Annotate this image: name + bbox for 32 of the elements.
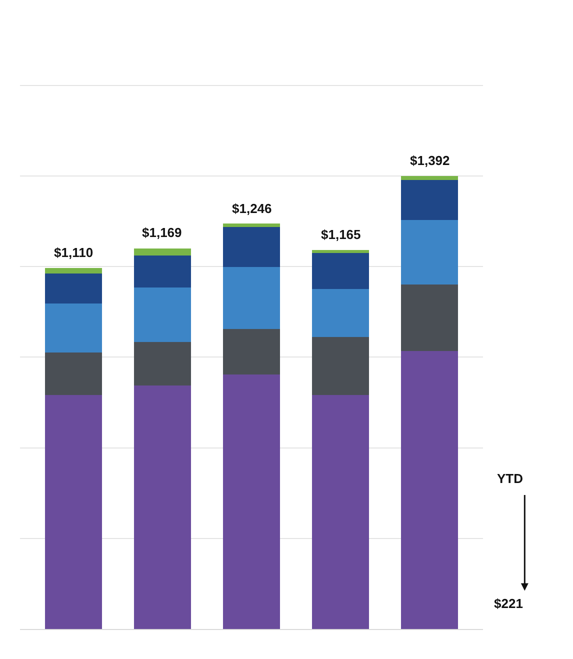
bar (223, 227, 280, 267)
bar (401, 284, 458, 351)
annotation: $1,169 (142, 225, 182, 240)
annotation: $1,165 (321, 227, 361, 242)
bar (312, 250, 370, 253)
bar (312, 394, 370, 629)
bar (401, 176, 458, 180)
bar (44, 268, 102, 274)
bar (44, 394, 102, 629)
text: YTD (497, 471, 523, 486)
bar (134, 248, 191, 256)
bar (223, 329, 280, 374)
bar (401, 350, 458, 629)
bar (44, 352, 102, 395)
bar (134, 287, 191, 342)
bar (312, 337, 370, 395)
bar (401, 180, 458, 220)
bar (223, 266, 280, 330)
bar (223, 374, 280, 629)
bar (312, 252, 370, 290)
bar (223, 224, 280, 228)
bar (134, 256, 191, 288)
text: $221 (494, 596, 523, 611)
annotation: $1,392 (410, 153, 450, 168)
bar (44, 304, 102, 353)
bar (44, 273, 102, 304)
bar (134, 342, 191, 386)
annotation: $1,110 (54, 245, 94, 260)
annotation: $1,246 (232, 201, 272, 216)
bar (312, 289, 370, 338)
bar (134, 386, 191, 629)
bar (401, 220, 458, 285)
